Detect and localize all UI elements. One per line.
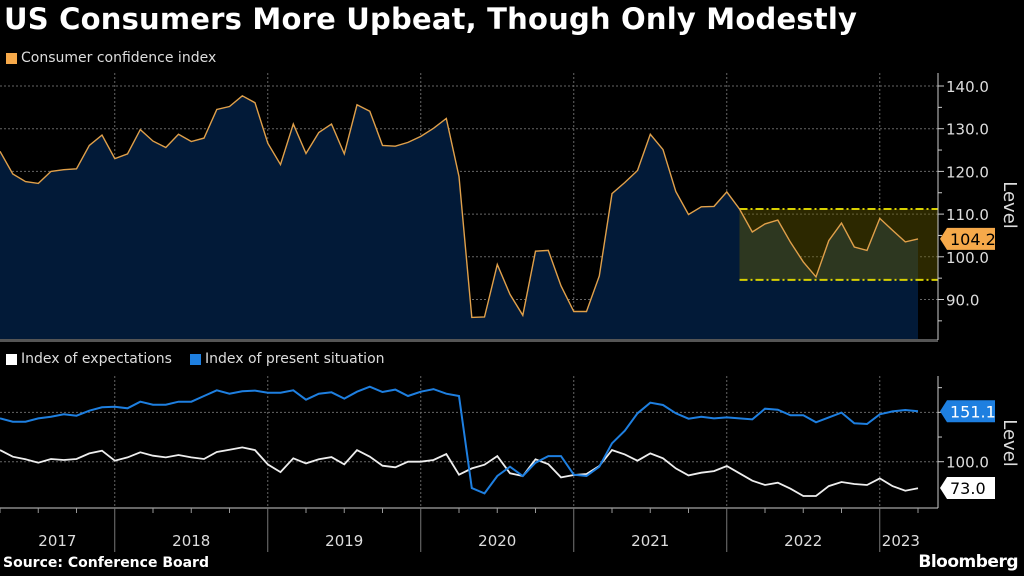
range-band (739, 208, 938, 280)
y-axis-label-bottom: Level (999, 419, 1020, 467)
y-tick-label: 100.0 (946, 249, 989, 267)
legend-label-expectations: Index of expectations (21, 351, 172, 367)
y-tick-label: 140.0 (946, 78, 989, 96)
last-value-cci: 104.2 (950, 230, 996, 249)
last-value-tag-expectations: 73.0 (940, 477, 995, 499)
legend-swatch-present (189, 353, 201, 365)
panel-divider (0, 339, 938, 342)
legend-top: Consumer confidence index (6, 50, 216, 66)
legend-swatch-cci (6, 52, 17, 64)
x-tick-label-year: 2021 (631, 532, 669, 550)
expectations-line (0, 446, 919, 497)
grid-bottom (0, 376, 938, 508)
y-tick-label: 110.0 (946, 206, 989, 224)
x-tick-label-year: 2017 (38, 532, 76, 550)
y-tick-label: 120.0 (946, 163, 989, 181)
x-tick-label-year: 2018 (172, 532, 210, 550)
y-tick-label: 90.0 (946, 292, 979, 310)
source-note: Source: Conference Board (3, 555, 209, 571)
legend-label-cci: Consumer confidence index (21, 50, 217, 66)
bloomberg-logo: Bloomberg (918, 552, 1018, 572)
x-axis-labels: 2017 2018 2019 2020 2021 2022 2023 (0, 508, 920, 552)
present-situation-line (0, 385, 919, 495)
legend-bottom: Index of expectations Index of present s… (6, 351, 385, 367)
y-tick-label: 100.0 (946, 454, 989, 472)
last-value-tag-cci: 104.2 (940, 227, 996, 250)
y-ticks-top: 140.0 130.0 120.0 110.0 100.0 90.0 (938, 78, 989, 322)
last-value-expectations: 73.0 (950, 479, 986, 498)
x-tick-label-year: 2022 (784, 532, 822, 550)
x-tick-label-year: 2023 (882, 532, 920, 550)
y-ticks-bottom: 100.0 (938, 387, 989, 472)
y-tick-label: 130.0 (946, 121, 989, 139)
legend-swatch-expectations (6, 353, 17, 365)
last-value-tag-present: 151.1 (940, 400, 996, 423)
chart-title: US Consumers More Upbeat, Though Only Mo… (4, 2, 858, 36)
y-axis-label-top: Level (999, 181, 1020, 229)
legend-label-present: Index of present situation (204, 351, 385, 367)
x-tick-label-year: 2019 (325, 532, 363, 550)
last-value-present: 151.1 (950, 402, 996, 421)
x-tick-label-year: 2020 (478, 532, 516, 550)
cci-line (0, 94, 919, 319)
cci-area (0, 95, 918, 340)
